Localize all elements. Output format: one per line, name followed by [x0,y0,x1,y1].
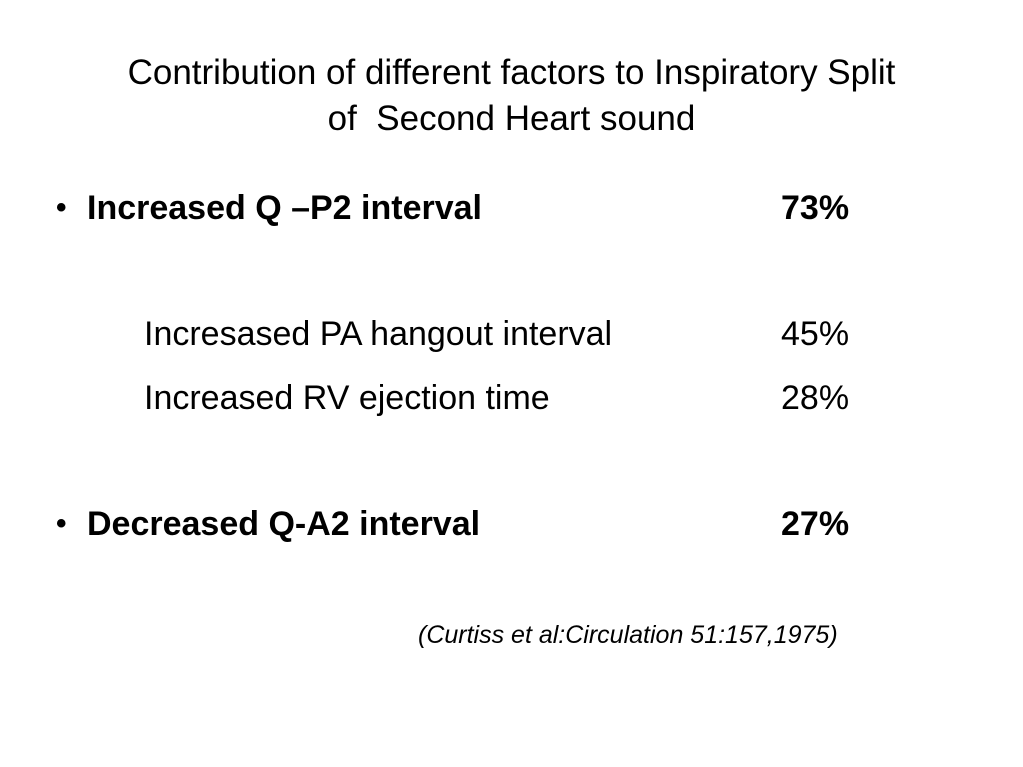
bullet-icon: • [56,191,67,224]
slide-title-line-1: Contribution of different factors to Ins… [127,53,896,92]
citation: (Curtiss et al:Circulation 51:157,1975) [418,621,838,649]
factor-percentage: 27% [781,505,850,543]
factor-label: Increased RV ejection time [144,379,550,417]
factor-label: Increased Q –P2 interval [87,189,482,227]
slide-title: Contribution of different factors to Ins… [40,50,983,142]
factor-percentage: 45% [781,315,850,353]
slide-title-line-2: of Second Heart sound [327,99,696,138]
factor-label: Decreased Q-A2 interval [87,505,481,543]
bullet-icon: • [56,507,67,540]
factor-percentage: 28% [781,379,850,417]
factor-label: Incresased PA hangout interval [144,315,613,353]
factor-percentage: 73% [781,189,850,227]
